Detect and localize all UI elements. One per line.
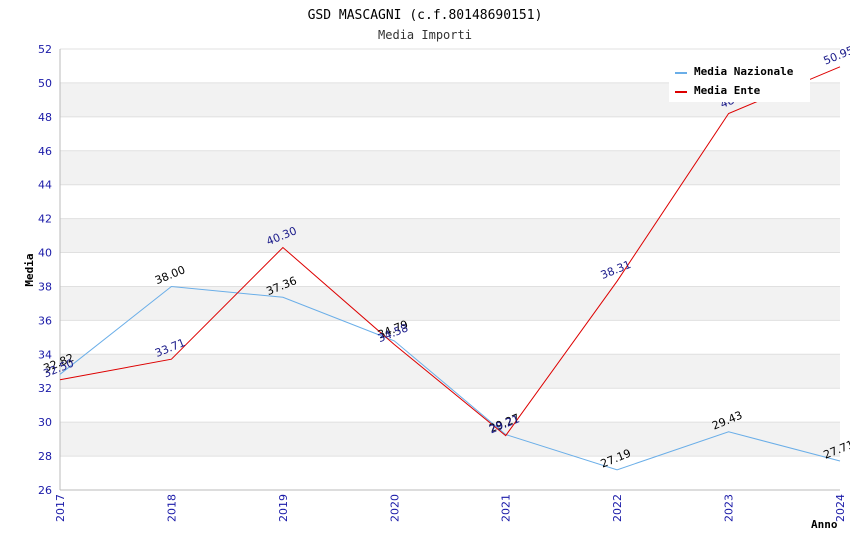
y-tick-label: 34	[38, 348, 52, 361]
y-tick-label: 40	[38, 247, 52, 260]
x-tick-label: 2024	[834, 494, 847, 522]
x-tick-labels: 2017 2018 2019 2020 2021 2022 2023 2024	[54, 494, 847, 522]
legend-box	[669, 60, 810, 102]
x-tick-label: 2019	[277, 494, 290, 522]
y-tick-label: 36	[38, 314, 52, 327]
y-tick-label: 30	[38, 416, 52, 429]
y-axis-label: Media	[23, 253, 36, 286]
grid-band	[60, 150, 840, 185]
data-label: 50.95	[822, 44, 850, 68]
x-tick-label: 2020	[388, 494, 401, 522]
grid-band	[60, 218, 840, 253]
y-tick-label: 28	[38, 450, 52, 463]
y-tick-labels: 26 28 30 32 34 36 38 40 42 44 46 48 50 52	[38, 43, 52, 497]
x-tick-label: 2022	[611, 494, 624, 522]
y-tick-label: 32	[38, 382, 52, 395]
y-tick-label: 46	[38, 145, 52, 158]
grid-band	[60, 286, 840, 321]
series-lines	[59, 66, 841, 471]
legend: Media Nazionale Media Ente	[669, 60, 810, 102]
x-tick-label: 2017	[54, 494, 67, 522]
x-tick-label: 2021	[500, 494, 513, 522]
y-tick-label: 42	[38, 213, 52, 226]
x-tick-label: 2018	[165, 494, 178, 522]
y-tick-label: 48	[38, 111, 52, 124]
y-tick-label: 26	[38, 484, 52, 497]
y-tick-label: 44	[38, 179, 52, 192]
x-tick-label: 2023	[723, 494, 736, 522]
y-tick-label: 38	[38, 280, 52, 293]
series-line-media-ente	[59, 66, 841, 437]
grid-band	[60, 354, 840, 389]
series-line-media-nazionale	[59, 285, 841, 471]
grid-band	[60, 422, 840, 457]
data-label: 38.31	[599, 258, 633, 282]
data-label: 38.00	[153, 263, 187, 287]
chart-subtitle: Media Importi	[378, 28, 472, 42]
chart-title: GSD MASCAGNI (c.f.80148690151)	[308, 8, 543, 23]
legend-label-media-ente: Media Ente	[694, 84, 761, 97]
legend-label-media-nazionale: Media Nazionale	[694, 65, 794, 78]
y-tick-label: 50	[38, 77, 52, 90]
y-tick-label: 52	[38, 43, 52, 56]
x-axis-label: Anno	[811, 518, 838, 531]
